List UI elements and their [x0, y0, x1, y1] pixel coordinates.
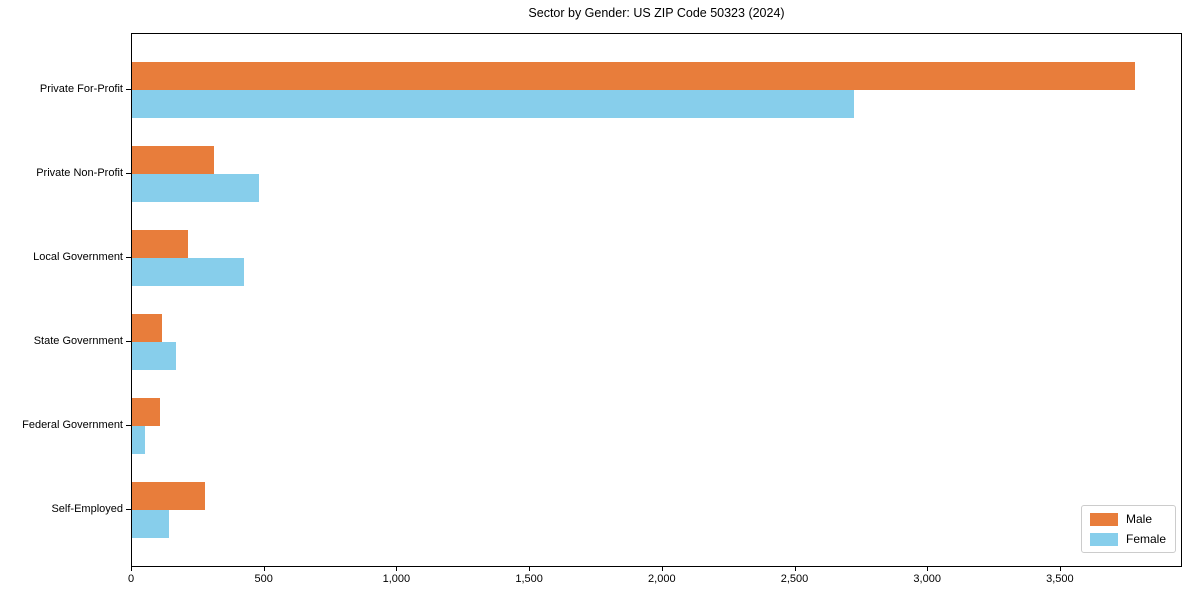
x-tick-mark — [131, 567, 132, 571]
x-tick-mark — [396, 567, 398, 571]
x-tick-label: 2,000 — [648, 573, 676, 585]
legend-item-male: Male — [1089, 512, 1166, 526]
legend-swatch-male — [1089, 512, 1118, 526]
legend: Male Female — [1080, 505, 1176, 553]
x-tick-label: 3,000 — [913, 573, 941, 585]
y-tick-mark — [126, 425, 131, 426]
bar-male-private-non-profit — [132, 146, 215, 174]
bar-male-private-for-profit — [132, 62, 1136, 90]
x-tick-mark — [1059, 567, 1061, 571]
legend-swatch-female — [1089, 532, 1118, 546]
y-tick-label-state-government: State Government — [33, 335, 123, 347]
bar-male-federal-government — [132, 398, 161, 426]
y-tick-mark — [126, 257, 131, 258]
y-tick-mark — [126, 173, 131, 174]
x-tick-label: 1,000 — [382, 573, 411, 585]
x-tick-label: 1,500 — [515, 573, 543, 585]
category-row-self-employed — [132, 468, 1181, 552]
y-tick-mark — [126, 89, 131, 90]
x-tick-label: 3,500 — [1046, 573, 1074, 585]
bar-female-state-government — [132, 342, 177, 370]
category-row-private-for-profit — [132, 48, 1181, 132]
legend-label-female: Female — [1125, 532, 1166, 546]
bar-female-local-government — [132, 258, 244, 286]
x-tick-mark — [927, 567, 929, 571]
bar-female-federal-government — [132, 426, 145, 454]
y-tick-label-local-government: Local Government — [33, 251, 123, 263]
y-tick-label-self-employed: Self-Employed — [51, 503, 123, 515]
y-axis-labels: Private For-Profit Private Non-Profit Loca… — [0, 33, 123, 567]
x-tick-mark — [263, 567, 265, 571]
y-tick-label-private-non-profit: Private Non-Profit — [36, 167, 123, 179]
x-tick-label: 500 — [254, 573, 273, 585]
x-tick-mark — [661, 567, 663, 571]
bar-male-local-government — [132, 230, 188, 258]
legend-label-male: Male — [1125, 512, 1152, 526]
legend-item-female: Female — [1089, 532, 1166, 546]
category-row-state-government — [132, 300, 1181, 384]
y-tick-label-private-for-profit: Private For-Profit — [39, 83, 123, 95]
bar-female-private-non-profit — [132, 174, 260, 202]
x-tick-mark — [529, 567, 531, 571]
bar-male-self-employed — [132, 482, 205, 510]
bar-female-self-employed — [132, 510, 169, 538]
y-tick-mark — [126, 509, 131, 510]
category-row-private-non-profit — [132, 132, 1181, 216]
category-row-federal-government — [132, 384, 1181, 468]
x-tick-label: 0 — [127, 573, 135, 585]
category-row-local-government — [132, 216, 1181, 300]
x-axis-ticks: 0 500 1,000 1,500 2,000 2,500 3,000 3,500 — [128, 567, 1182, 593]
y-tick-label-federal-government: Federal Government — [22, 419, 123, 431]
chart-title: Sector by Gender: US ZIP Code 50323 (202… — [528, 6, 785, 20]
plot-area: Male Female — [131, 33, 1182, 567]
y-tick-mark — [126, 341, 131, 342]
bars-container — [132, 34, 1181, 566]
bar-male-state-government — [132, 314, 162, 342]
bar-female-private-for-profit — [132, 90, 854, 118]
x-tick-label: 2,500 — [780, 573, 809, 585]
x-tick-mark — [794, 567, 796, 571]
